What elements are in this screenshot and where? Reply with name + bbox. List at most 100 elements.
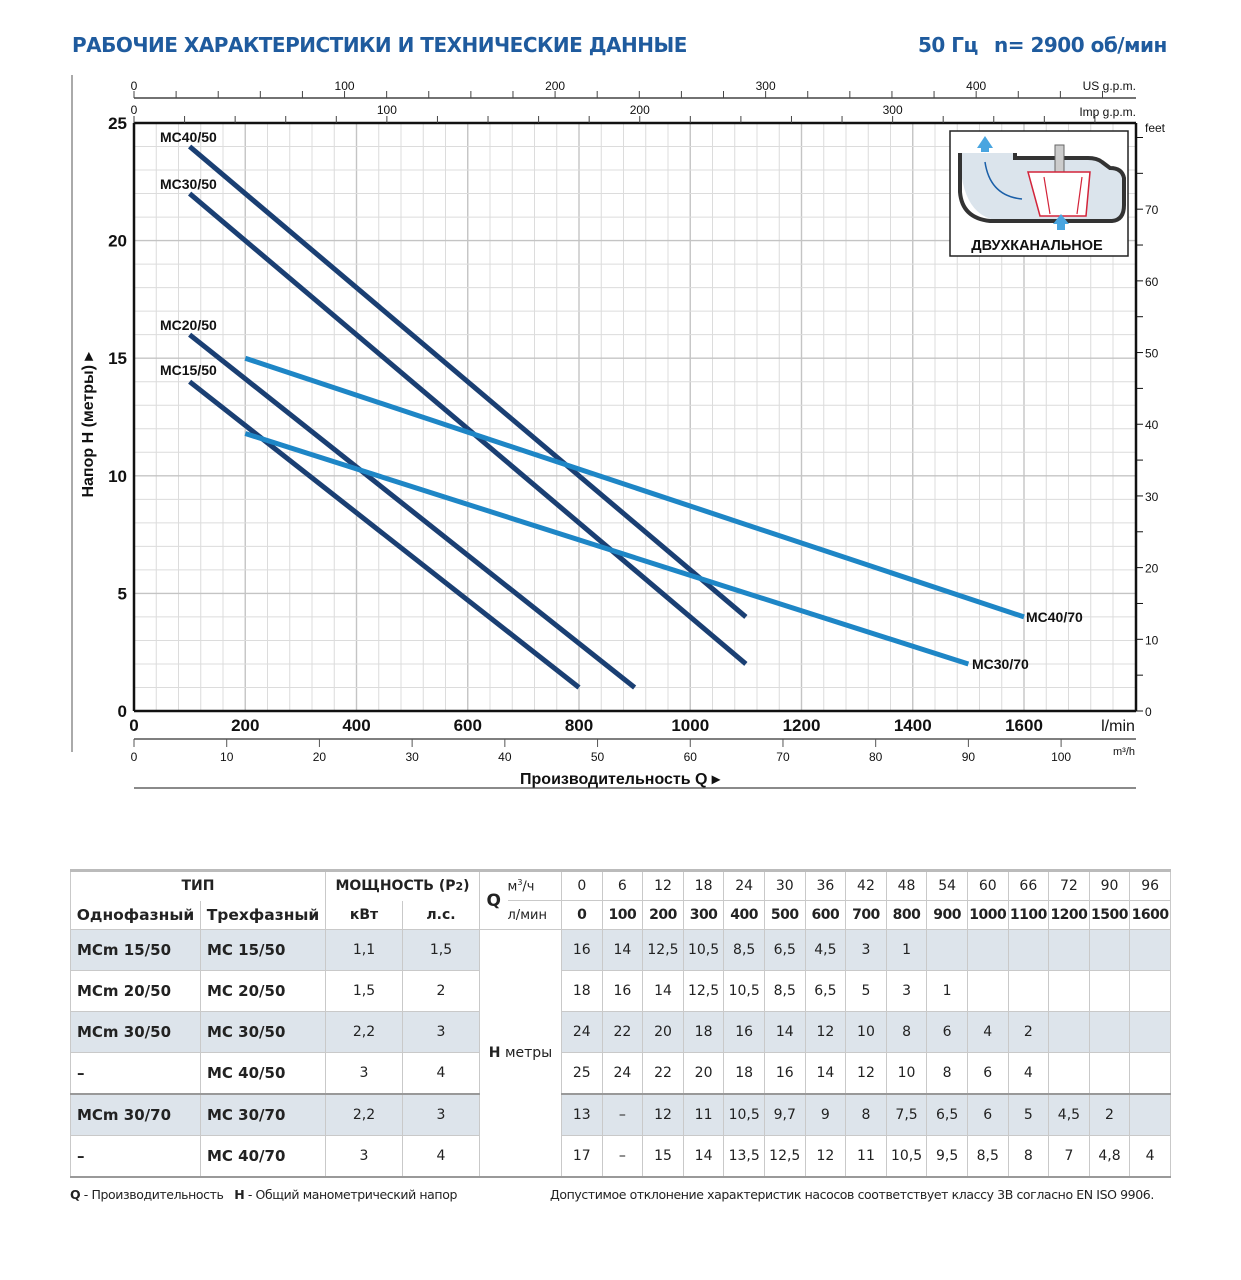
head-value: 8,5 [763, 970, 806, 1012]
m3h-label: м3/ч [507, 869, 562, 901]
m3h-value: 96 [1129, 869, 1171, 901]
lmin-value: 1500 [1088, 900, 1131, 930]
flow-in-arrow-icon [1053, 214, 1069, 230]
us-gpm-axis-label: US g.p.m. [1083, 79, 1136, 93]
m3h-tick-label: 10 [220, 750, 234, 764]
head-value: 20 [642, 1011, 684, 1053]
lmin-value: 700 [845, 900, 887, 930]
head-value: 14 [804, 1052, 847, 1095]
imp-gpm-tick-label: 200 [630, 103, 650, 117]
type-header: ТИП [70, 869, 326, 901]
head-value: 10,5 [723, 1093, 765, 1136]
x-tick-label: 1600 [1005, 716, 1043, 735]
curve-mc40-50 [188, 144, 748, 619]
m3h-value: 72 [1048, 869, 1090, 901]
table-row: – MC 40/70 3 4 17–15 14 13,5 12,5 12 11 10,5 9,5… [70, 1135, 1171, 1178]
imp-gpm-axis-label: Imp g.p.m. [1079, 105, 1136, 119]
head-value: 11 [845, 1135, 887, 1178]
head-value [1129, 1093, 1171, 1136]
head-value: 10,5 [682, 929, 725, 971]
head-value: 10,5 [723, 970, 765, 1012]
speed-label: n= 2900 об/мин [994, 33, 1167, 57]
x-tick-label: 1400 [894, 716, 932, 735]
power-hp: 3 [402, 1011, 480, 1053]
head-value: 14 [763, 1011, 806, 1053]
head-value: 10,5 [885, 1135, 928, 1178]
head-value: 13,5 [723, 1135, 765, 1178]
feet-tick-label: 50 [1145, 347, 1159, 361]
table-row: MCm 15/50 MC 15/50 1,1 1,5 H метры 16 14 12,… [70, 929, 1171, 1178]
head-value: 16 [763, 1052, 806, 1095]
head-value: 22 [601, 1011, 644, 1053]
head-value: 4 [1129, 1135, 1171, 1178]
head-value: 8 [1007, 1135, 1050, 1178]
table-row: MCm 30/70 MC 30/70 2,2 3 13–12 11 10,5 9,7 9 8… [70, 1093, 1171, 1136]
lmin-value: 400 [723, 900, 765, 930]
three-phase-header: Трехфазный [200, 900, 326, 930]
page-title: РАБОЧИЕ ХАРАКТЕРИСТИКИ И ТЕХНИЧЕСКИЕ ДАН… [72, 33, 687, 57]
x-tick-label: 800 [565, 716, 593, 735]
m3h-tick-label: 100 [1051, 750, 1071, 764]
head-value: 15 [642, 1135, 684, 1178]
m3h-value: 36 [804, 869, 847, 901]
head-value [1048, 1052, 1090, 1095]
head-value: 8 [885, 1011, 928, 1053]
head-value: 4,5 [1048, 1093, 1090, 1136]
head-value: 14 [682, 1135, 725, 1178]
head-value: 8 [926, 1052, 968, 1095]
three-phase-model: MC 20/50 [200, 970, 326, 1012]
lmin-value: 1200 [1048, 900, 1090, 930]
head-value: 13 [561, 1093, 603, 1136]
us-gpm-tick-label: 100 [335, 79, 355, 93]
head-value: 8,5 [966, 1135, 1009, 1178]
lmin-label: л/мин [507, 900, 562, 930]
m3h-tick-label: 20 [313, 750, 327, 764]
feet-tick-label: 10 [1145, 633, 1159, 647]
head-value: 6,5 [926, 1093, 968, 1136]
m3h-tick-label: 40 [498, 750, 512, 764]
head-value: 1 [885, 929, 928, 971]
power-kw: 2,2 [325, 1011, 403, 1053]
head-value [1088, 1052, 1131, 1095]
footer-legend: Q - Производительность H - Общий маномет… [70, 1187, 457, 1202]
imp-gpm-tick-label: 0 [131, 103, 138, 117]
head-value: 9,7 [763, 1093, 806, 1136]
y-tick-label: 15 [108, 349, 127, 368]
curve-label: MC15/50 [160, 362, 217, 378]
curve-label: MC30/70 [972, 656, 1029, 672]
power-header: МОЩНОСТЬ (P2) [325, 869, 480, 901]
y-tick-label: 0 [118, 702, 127, 721]
curves: MC40/50 MC30/50 MC20/50 MC15/50 MC40/70 MC30/… [160, 129, 1083, 690]
head-value: 2 [1088, 1093, 1131, 1136]
flow-out-arrow-icon [977, 136, 993, 152]
head-value [1048, 929, 1090, 971]
power-hp: 4 [402, 1052, 480, 1095]
m3h-value: 42 [845, 869, 887, 901]
single-phase-header: Однофазный [70, 900, 201, 930]
head-value: 24 [601, 1052, 644, 1095]
three-phase-model: MC 40/50 [200, 1052, 326, 1095]
head-value: 6 [966, 1093, 1009, 1136]
m3h-axis-label: m³/h [1113, 746, 1135, 758]
inset-label: ДВУХКАНАЛЬНОЕ [971, 238, 1103, 254]
head-value: – [601, 1093, 644, 1136]
y-tick-label: 10 [108, 467, 127, 486]
lmin-value: 1100 [1007, 900, 1050, 930]
feet-tick-label: 40 [1145, 418, 1159, 432]
head-value: 12 [642, 1093, 684, 1136]
m3h-value: 6 [601, 869, 644, 901]
lmin-value: 1600 [1129, 900, 1171, 930]
curve-mc20-50 [188, 332, 637, 690]
m3h-tick-label: 60 [684, 750, 698, 764]
head-value: 12 [804, 1135, 847, 1178]
lmin-value: 300 [682, 900, 725, 930]
curve-mc30-50 [188, 191, 748, 666]
table-row: MCm 30/50 MC 30/50 2,2 3 24 22 20 18 16 14 12 10… [70, 1011, 1171, 1053]
head-value: 18 [561, 970, 603, 1012]
head-value [1129, 1011, 1171, 1053]
head-value: 2 [1007, 1011, 1050, 1053]
head-value [1129, 970, 1171, 1012]
single-phase-model: MCm 30/70 [70, 1093, 201, 1136]
imp-gpm-tick-label: 300 [883, 103, 903, 117]
curve-mc15-50 [188, 379, 581, 690]
